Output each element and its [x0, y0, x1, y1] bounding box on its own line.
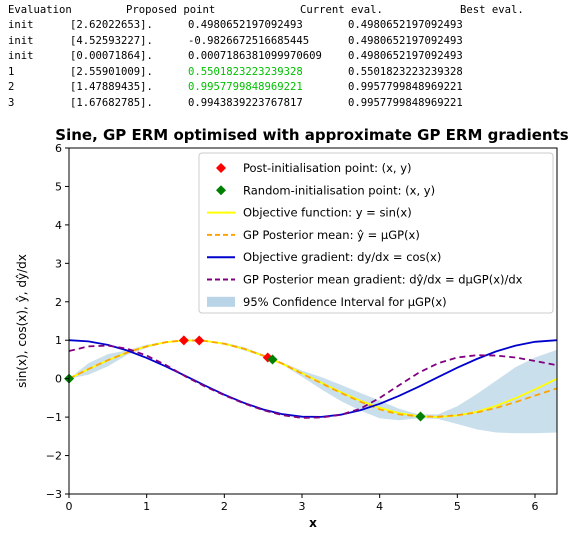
axis-ticks: 0 1 2 3 4 5 6 −3 −2 −1 0 1 2 3 4 5 6 [46, 142, 539, 513]
legend: Post-initialisation point: (x, y) Random-… [198, 152, 554, 314]
series-lines [68, 339, 558, 419]
chart-title: Sine, GP ERM optimised with approximate … [55, 126, 569, 144]
log-cell-best: 0.4980652197092493 [348, 50, 463, 62]
log-cell-evaluation: 1 [8, 65, 15, 78]
log-cell-proposed: [1.67682785]. [70, 96, 153, 109]
log-cell-proposed: [2.55901009]. [70, 65, 153, 78]
random-init-marker [415, 411, 426, 422]
y-tick-label: 6 [55, 142, 62, 155]
y-tick-label: 1 [55, 334, 62, 347]
log-cell-best: 0.5501823223239328 [348, 65, 463, 78]
data-markers [64, 335, 426, 422]
y-tick-label: 0 [55, 373, 62, 386]
log-cell-proposed: [0.00071864]. [70, 50, 153, 62]
y-tick-label: 5 [55, 180, 62, 193]
log-cell-best: 0.9957799848969221 [348, 96, 463, 109]
random-init-marker [267, 354, 278, 365]
gp-posterior-gradient-line [68, 344, 558, 419]
y-tick-label: −2 [46, 450, 62, 463]
x-tick-label: 5 [454, 500, 461, 513]
x-tick-label: 3 [299, 500, 306, 513]
log-cell-current: -0.9826672516685445 [188, 34, 310, 47]
legend-handle [216, 163, 226, 173]
legend-label: 95% Confidence Interval for μGP(x) [243, 295, 447, 309]
legend-box [198, 152, 554, 314]
y-axis-label: sin(x), cos(x), ŷ, dŷ/dx [15, 254, 29, 388]
post-init-marker [194, 335, 205, 346]
log-header-current: Current eval. [300, 4, 383, 16]
log-cell-evaluation: 2 [8, 81, 15, 93]
log-cell-proposed: [4.52593227]. [70, 34, 153, 47]
x-tick-label: 0 [66, 500, 73, 513]
x-tick-label: 1 [143, 500, 150, 513]
x-tick-label: 6 [532, 500, 539, 513]
legend-label: Objective gradient: dy/dx = cos(x) [243, 250, 441, 264]
evaluation-log: Evaluation Proposed point Current eval. … [0, 0, 574, 118]
axes-frame [68, 147, 558, 495]
log-cell-current: 0.4980652197092493 [188, 19, 303, 31]
log-cell-proposed: [1.47889435]. [70, 81, 153, 93]
legend-label: Post-initialisation point: (x, y) [243, 161, 412, 175]
legend-handle [207, 296, 235, 307]
y-tick-label: 4 [55, 219, 62, 232]
log-cell-best: 0.4980652197092493 [348, 19, 463, 31]
y-tick-label: 2 [55, 296, 62, 309]
legend-label: GP Posterior mean gradient: dŷ/dx = dμGP… [243, 273, 523, 287]
log-cell-best: 0.4980652197092493 [348, 34, 463, 47]
log-cell-evaluation: 3 [8, 96, 15, 109]
log-cell-current: 0.9943839223767817 [188, 96, 303, 109]
post-init-marker [178, 335, 189, 346]
legend-label: GP Posterior mean: ŷ = μGP(x) [243, 228, 420, 242]
objective-function-line [68, 339, 558, 419]
y-tick-label: −3 [46, 488, 62, 501]
log-cell-evaluation: init [8, 19, 34, 31]
log-header-best: Best eval. [460, 4, 524, 16]
log-cell-current: 0.9957799848969221 [188, 81, 303, 93]
objective-gradient-line [68, 339, 558, 418]
confidence-band-layer [69, 340, 557, 434]
confidence-band [69, 340, 557, 434]
log-cell-evaluation: init [8, 34, 34, 47]
legend-label: Objective function: y = sin(x) [243, 206, 412, 220]
x-tick-label: 2 [221, 500, 228, 513]
y-tick-label: −1 [46, 411, 62, 424]
log-cell-proposed: [2.62022653]. [70, 19, 153, 31]
x-tick-label: 4 [376, 500, 383, 513]
log-cell-best: 0.9957799848969221 [348, 81, 463, 93]
log-header-row: Evaluation Proposed point Current eval. … [8, 3, 524, 18]
chart: Sine, GP ERM optimised with approximate … [15, 126, 569, 530]
legend-label: Random-initialisation point: (x, y) [243, 183, 435, 197]
log-cell-current: 0.5501823223239328 [188, 65, 303, 78]
log-cell-current: 0.0007186381099970609 [188, 50, 322, 62]
log-cell-evaluation: init [8, 50, 34, 62]
log-header-proposed: Proposed point [126, 4, 216, 16]
x-axis-label: x [309, 516, 317, 530]
y-tick-label: 3 [55, 257, 62, 270]
log-header-evaluation: Evaluation [8, 4, 72, 16]
legend-handle [216, 185, 226, 196]
